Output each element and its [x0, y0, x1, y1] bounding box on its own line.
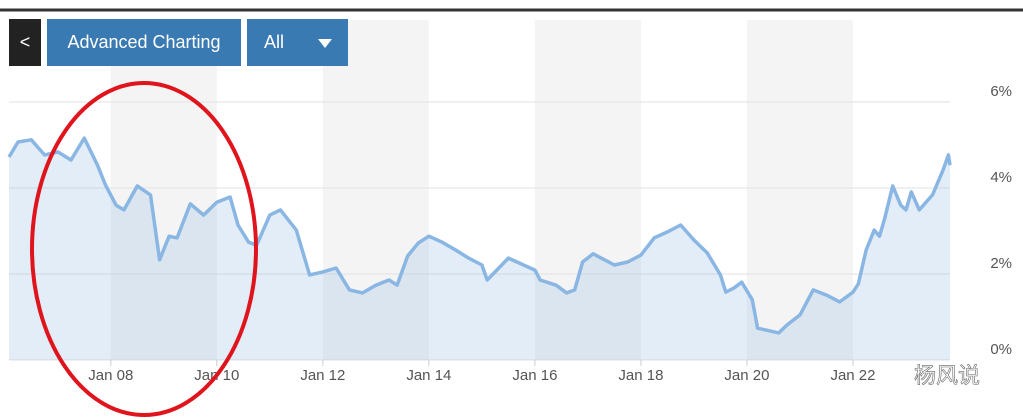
y-tick-label: 2%: [990, 255, 1012, 272]
back-button[interactable]: <: [9, 19, 41, 66]
range-dropdown[interactable]: All: [247, 19, 348, 66]
dropdown-arrow: [318, 39, 332, 48]
y-tick-label: 4%: [990, 169, 1012, 186]
watermark-text: 杨风说: [914, 364, 980, 389]
range-label: All: [264, 32, 285, 52]
watermark-icon: [886, 371, 906, 391]
y-tick-label: 0%: [990, 341, 1012, 358]
x-tick-label: Jan 08: [88, 367, 133, 384]
y-tick-label: 6%: [990, 83, 1012, 100]
x-tick-label: Jan 12: [300, 367, 345, 384]
area: [9, 138, 950, 360]
x-tick-label: Jan 18: [618, 367, 663, 384]
watermark: 杨风说: [876, 363, 980, 391]
annotation-ellipse: [30, 81, 258, 417]
x-tick-label: Jan 16: [512, 367, 557, 384]
x-tick-label: Jan 20: [724, 367, 769, 384]
x-tick-label: Jan 22: [830, 367, 875, 384]
year-band: [110, 20, 217, 360]
advanced-charting-button[interactable]: Advanced Charting: [47, 19, 241, 66]
x-tick-label: Jan 14: [406, 367, 451, 384]
year-band: [322, 20, 429, 360]
line: [7, 136, 952, 335]
year-band: [534, 20, 641, 360]
year-band: [746, 20, 853, 360]
